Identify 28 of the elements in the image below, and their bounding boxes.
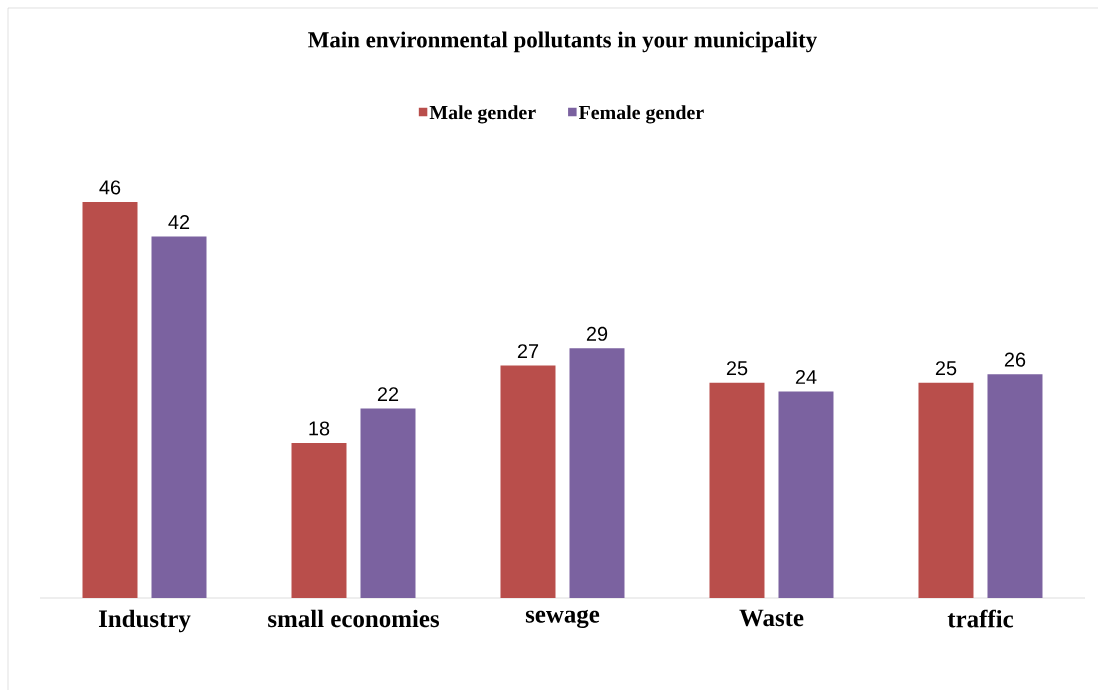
bar: [569, 348, 625, 598]
bar: [500, 365, 556, 598]
x-tick-label: Industry: [98, 609, 191, 633]
bar: [360, 408, 416, 598]
bar: [82, 202, 138, 598]
bar: [918, 382, 974, 598]
data-label: 24: [795, 369, 817, 384]
data-label: 25: [726, 361, 748, 376]
data-label: 18: [309, 421, 330, 436]
x-tick-label: sewage: [525, 609, 600, 628]
data-label: 27: [517, 344, 539, 359]
data-label: 46: [99, 180, 121, 195]
x-tick-label: traffic: [947, 609, 1014, 628]
data-label: 26: [1004, 352, 1026, 367]
bar: [151, 236, 207, 598]
legend-label: Male gender: [429, 105, 536, 124]
bar: [709, 382, 765, 598]
data-label: 29: [586, 326, 608, 341]
data-label: 42: [168, 215, 190, 229]
data-label: 22: [377, 387, 399, 402]
data-label: 25: [935, 361, 957, 376]
x-tick-label: small economies: [268, 609, 440, 628]
chart-title: Main environmental pollutants in your municipality: [308, 31, 817, 53]
legend-label: Female gender: [578, 105, 704, 124]
bar: [291, 443, 347, 598]
bar: [987, 374, 1043, 598]
bar: [778, 391, 834, 598]
x-tick-label: Waste: [739, 609, 804, 627]
